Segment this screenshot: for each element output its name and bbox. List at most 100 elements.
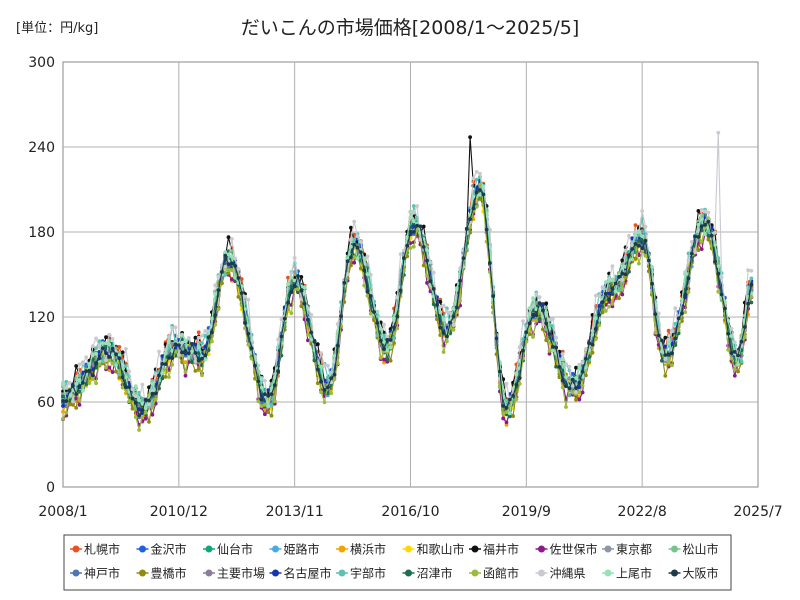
data-point xyxy=(163,351,168,356)
data-point xyxy=(421,245,426,249)
data-point xyxy=(474,177,479,182)
data-point xyxy=(650,265,654,269)
data-point xyxy=(107,333,112,337)
data-point xyxy=(408,209,413,214)
data-point xyxy=(504,410,509,415)
data-point xyxy=(511,393,515,398)
data-point xyxy=(438,310,443,315)
data-point xyxy=(637,261,641,266)
data-point xyxy=(289,271,294,275)
data-point xyxy=(266,404,271,409)
data-point xyxy=(660,338,664,343)
data-point xyxy=(501,404,506,408)
data-point xyxy=(359,250,363,255)
data-point xyxy=(630,257,635,262)
data-point xyxy=(550,345,555,349)
data-point xyxy=(61,404,65,408)
data-point xyxy=(276,369,280,374)
data-point xyxy=(382,340,386,344)
data-point xyxy=(696,248,701,253)
data-point xyxy=(564,384,568,389)
data-point xyxy=(345,259,350,264)
data-point xyxy=(623,272,628,277)
data-point xyxy=(229,277,234,282)
data-point xyxy=(402,256,406,261)
data-point xyxy=(620,264,625,269)
data-point xyxy=(352,242,357,247)
data-point xyxy=(355,256,360,261)
legend-label: 仙台市 xyxy=(217,542,253,557)
data-point xyxy=(110,370,115,374)
data-point xyxy=(193,359,198,364)
legend-swatch-marker xyxy=(538,569,545,577)
data-point xyxy=(355,234,360,239)
data-point xyxy=(491,294,496,298)
data-point xyxy=(680,311,684,316)
data-point xyxy=(696,235,701,239)
data-point xyxy=(90,377,95,381)
data-point xyxy=(292,284,297,289)
data-point xyxy=(713,259,717,264)
data-point xyxy=(259,385,264,390)
data-point xyxy=(623,248,628,253)
data-point xyxy=(282,316,287,321)
data-point xyxy=(306,317,310,322)
data-point xyxy=(332,377,337,382)
data-point xyxy=(365,289,370,294)
data-point xyxy=(272,399,277,404)
data-point xyxy=(110,337,115,341)
data-point xyxy=(266,410,271,414)
data-point xyxy=(375,321,380,325)
data-point xyxy=(117,345,122,349)
data-point xyxy=(431,287,436,291)
data-point xyxy=(554,364,558,369)
data-point xyxy=(521,348,525,353)
data-point xyxy=(574,390,578,395)
data-point xyxy=(342,280,347,285)
data-point xyxy=(468,135,472,140)
data-point xyxy=(276,337,280,342)
data-point xyxy=(302,301,307,306)
data-point xyxy=(170,326,175,330)
data-point xyxy=(137,398,142,403)
x-tick-label: 2019/9 xyxy=(502,504,551,520)
data-point xyxy=(696,209,701,213)
data-point xyxy=(640,234,645,239)
y-tick-label: 180 xyxy=(28,225,55,241)
data-point xyxy=(382,360,386,365)
data-point xyxy=(143,416,148,421)
data-point xyxy=(229,237,234,241)
data-point xyxy=(319,390,323,395)
data-point xyxy=(349,244,353,249)
data-point xyxy=(64,379,69,384)
data-point xyxy=(272,383,277,388)
data-point xyxy=(90,353,95,357)
data-point xyxy=(90,373,95,378)
legend-label: 和歌山市 xyxy=(417,542,465,557)
data-point xyxy=(620,277,625,282)
data-point xyxy=(398,252,403,256)
x-tick-label: 2022/8 xyxy=(618,504,667,520)
data-point xyxy=(736,362,740,367)
data-point xyxy=(64,388,69,393)
data-point xyxy=(630,247,635,251)
data-point xyxy=(554,345,558,350)
data-point xyxy=(570,371,575,376)
legend-swatch-marker xyxy=(72,569,80,577)
data-point xyxy=(600,300,605,304)
data-point xyxy=(458,298,462,303)
data-point xyxy=(388,345,393,350)
data-point xyxy=(269,404,274,408)
data-point xyxy=(597,294,601,299)
data-point xyxy=(200,373,204,378)
x-tick-label: 2010/12 xyxy=(150,504,208,520)
data-point xyxy=(223,264,228,269)
data-point xyxy=(67,380,72,385)
data-point xyxy=(514,382,519,387)
data-point xyxy=(617,296,621,301)
data-point xyxy=(670,329,674,333)
data-point xyxy=(186,336,191,340)
data-point xyxy=(210,330,214,335)
data-point xyxy=(223,273,228,277)
data-point xyxy=(236,276,241,280)
